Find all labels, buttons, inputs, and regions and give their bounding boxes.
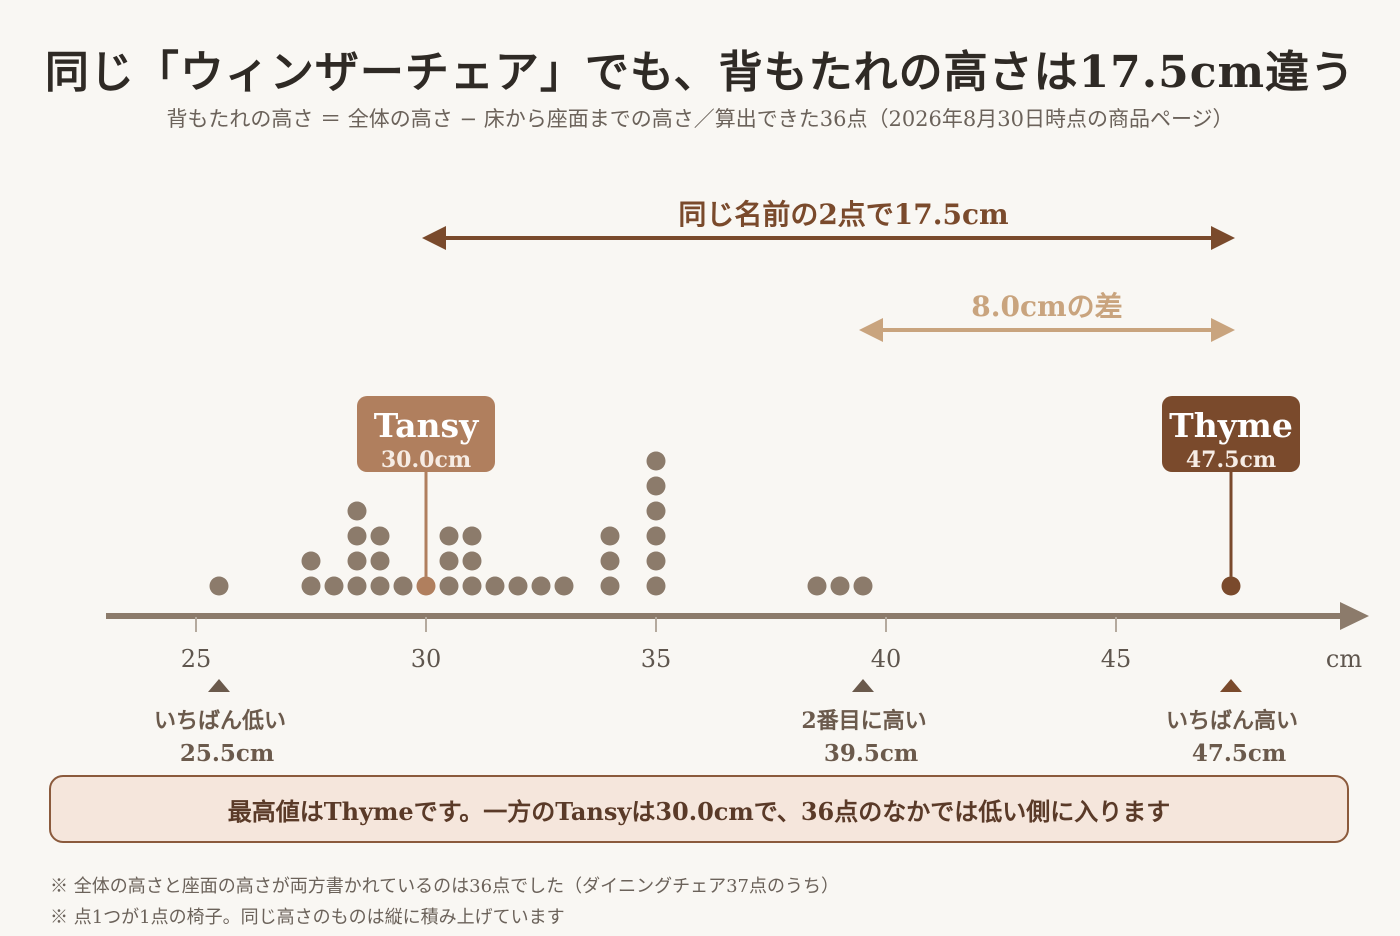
data-point [485, 576, 505, 596]
data-point [439, 526, 459, 546]
data-point [324, 576, 344, 596]
x-tick-label: 30 [411, 645, 442, 673]
data-point [462, 551, 482, 571]
data-point [646, 551, 666, 571]
callout-value-thyme: 47.5cm [1186, 447, 1276, 473]
data-point [439, 576, 459, 596]
data-point [347, 576, 367, 596]
data-point [370, 551, 390, 571]
chart-title: 同じ「ウィンザーチェア」でも、背もたれの高さは17.5cm違う [44, 47, 1356, 98]
x-tick-label: 25 [181, 645, 212, 673]
marker-label-1: いちばん低い [154, 708, 286, 734]
marker-value-3: 47.5cm [1192, 740, 1286, 767]
x-axis-unit-label: cm [1326, 645, 1362, 673]
data-point [600, 551, 620, 571]
data-point [508, 576, 528, 596]
data-point [646, 451, 666, 471]
summary-box: 最高値はThymeです。一方のTansyは30.0cmで、36点のなかでは低い側… [49, 775, 1349, 843]
marker-triangle-2 [852, 679, 874, 692]
marker-triangle-3 [1220, 679, 1242, 692]
footnote-2: ※ 点1つが1点の椅子。同じ高さのものは縦に積み上げています [50, 907, 565, 928]
callout-name-tansy: Tansy [374, 406, 479, 445]
x-tick-label: 35 [641, 645, 672, 673]
data-point [439, 551, 459, 571]
data-point [209, 576, 229, 596]
summary-text: 最高値はThymeです。一方のTansyは30.0cmで、36点のなかでは低い側… [227, 796, 1171, 826]
data-point [370, 576, 390, 596]
marker-value-1: 25.5cm [180, 740, 274, 767]
data-point [531, 576, 551, 596]
callout-box-tansy [357, 396, 495, 472]
data-point [600, 576, 620, 596]
callout-box-thyme [1162, 396, 1300, 472]
data-point-tansy [416, 576, 436, 596]
x-axis-arrowhead [1340, 602, 1369, 630]
data-point [646, 501, 666, 521]
data-point [462, 576, 482, 596]
data-point [853, 576, 873, 596]
data-point [347, 501, 367, 521]
data-point [301, 576, 321, 596]
data-point [462, 526, 482, 546]
chart-subtitle: 背もたれの高さ ＝ 全体の高さ − 床から座面までの高さ／算出できた36点（20… [166, 107, 1234, 131]
range-label-1: 同じ名前の2点で17.5cm [678, 198, 1008, 231]
dot-plot-chart: 25 30 35 40 45 cmTansy30.0cmThyme47.5cm同じ名前の2… [106, 198, 1369, 767]
x-tick-label: 45 [1101, 645, 1132, 673]
data-point [347, 526, 367, 546]
marker-triangle-1 [208, 679, 230, 692]
data-point [646, 476, 666, 496]
data-point [807, 576, 827, 596]
data-point [370, 526, 390, 546]
data-point [393, 576, 413, 596]
data-point [554, 576, 574, 596]
data-point [830, 576, 850, 596]
range-label-2: 8.0cmの差 [971, 290, 1122, 323]
data-point [347, 551, 367, 571]
callout-value-tansy: 30.0cm [381, 447, 471, 473]
x-tick-label: 40 [871, 645, 902, 673]
data-point [600, 526, 620, 546]
footnote-1: ※ 全体の高さと座面の高さが両方書かれているのは36点でした（ダイニングチェア3… [50, 876, 839, 897]
callout-name-thyme: Thyme [1169, 406, 1293, 445]
marker-label-2: 2番目に高い [801, 708, 926, 734]
marker-value-2: 39.5cm [824, 740, 918, 767]
data-point-thyme [1221, 576, 1241, 596]
data-point [646, 526, 666, 546]
marker-label-3: いちばん高い [1166, 708, 1298, 734]
data-point [301, 551, 321, 571]
data-point [646, 576, 666, 596]
